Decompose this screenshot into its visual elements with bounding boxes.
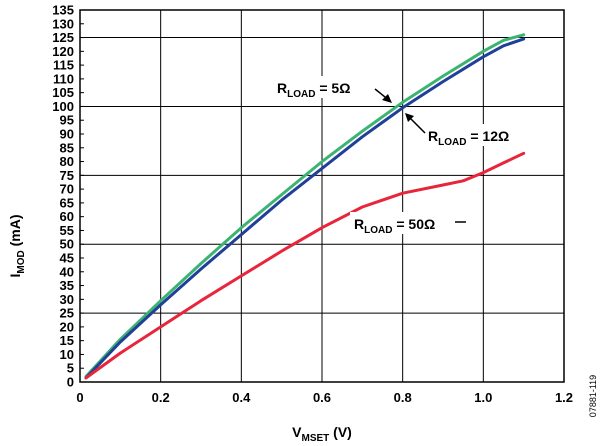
x-tick-labels: 0 0.2 0.4 0.6 0.8 1.0 1.2 — [76, 390, 573, 405]
x-tick-label: 0.4 — [232, 390, 251, 405]
y-tick-label: 90 — [60, 127, 74, 142]
x-tick-label: 1.0 — [474, 390, 492, 405]
y-axis-label: IMOD (mA) — [7, 214, 27, 277]
plot-frame — [79, 9, 565, 383]
y-tick-label: 65 — [60, 195, 74, 210]
y-tick-label: 30 — [60, 292, 74, 307]
y-tick-label: 75 — [60, 168, 74, 183]
y-tick-label: 80 — [60, 154, 74, 169]
figure-id: 07881-119 — [588, 375, 598, 417]
svg-text:RLOAD = 5Ω: RLOAD = 5Ω — [277, 80, 350, 100]
x-tick-label: 0 — [76, 390, 83, 405]
series-line-2 — [84, 151, 526, 380]
y-tick-label: 20 — [60, 319, 74, 334]
grid-lines — [79, 9, 565, 383]
y-tick-label: 15 — [60, 333, 74, 348]
annotation-rload-50: RLOAD = 50Ω — [350, 212, 466, 236]
series-line-0 — [84, 33, 526, 378]
y-tick-label: 0 — [67, 375, 74, 390]
svg-text:RLOAD = 50Ω: RLOAD = 50Ω — [354, 216, 435, 236]
y-tick-label: 105 — [52, 85, 74, 100]
y-tick-label: 125 — [52, 30, 74, 45]
x-tick-label: 0.6 — [313, 390, 331, 405]
x-tick-label: 1.2 — [555, 390, 573, 405]
y-tick-label: 85 — [60, 140, 74, 155]
svg-text:RLOAD = 12Ω: RLOAD = 12Ω — [428, 128, 509, 148]
y-tick-label: 10 — [60, 347, 74, 362]
series-line-1 — [84, 37, 526, 380]
x-tick-label: 0.2 — [152, 390, 170, 405]
y-tick-label: 135 — [52, 3, 74, 18]
y-tick-label: 40 — [60, 264, 74, 279]
y-tick-label: 35 — [60, 278, 74, 293]
y-tick-label: 115 — [53, 58, 74, 73]
x-axis-label: VMSET (V) — [292, 424, 352, 444]
y-tick-label: 50 — [60, 237, 74, 252]
y-tick-label: 70 — [60, 182, 74, 197]
y-tick-label: 45 — [60, 251, 74, 266]
y-tick-label: 130 — [52, 16, 74, 31]
annotation-rload-5: RLOAD = 5Ω — [271, 76, 392, 103]
y-tick-label: 100 — [52, 99, 74, 114]
y-tick-label: 120 — [52, 44, 74, 59]
y-tick-label: 25 — [60, 306, 74, 321]
series-lines — [84, 33, 526, 380]
y-tick-label: 55 — [60, 223, 74, 238]
y-tick-label: 60 — [60, 209, 74, 224]
y-tick-label: 95 — [60, 113, 74, 128]
y-tick-label: 5 — [67, 361, 74, 376]
x-tick-label: 0.8 — [394, 390, 412, 405]
y-tick-label: 110 — [53, 71, 74, 86]
annotation-rload-12: RLOAD = 12Ω — [405, 113, 542, 148]
y-tick-labels: 0510152025303540455055606570758085909510… — [52, 3, 74, 390]
